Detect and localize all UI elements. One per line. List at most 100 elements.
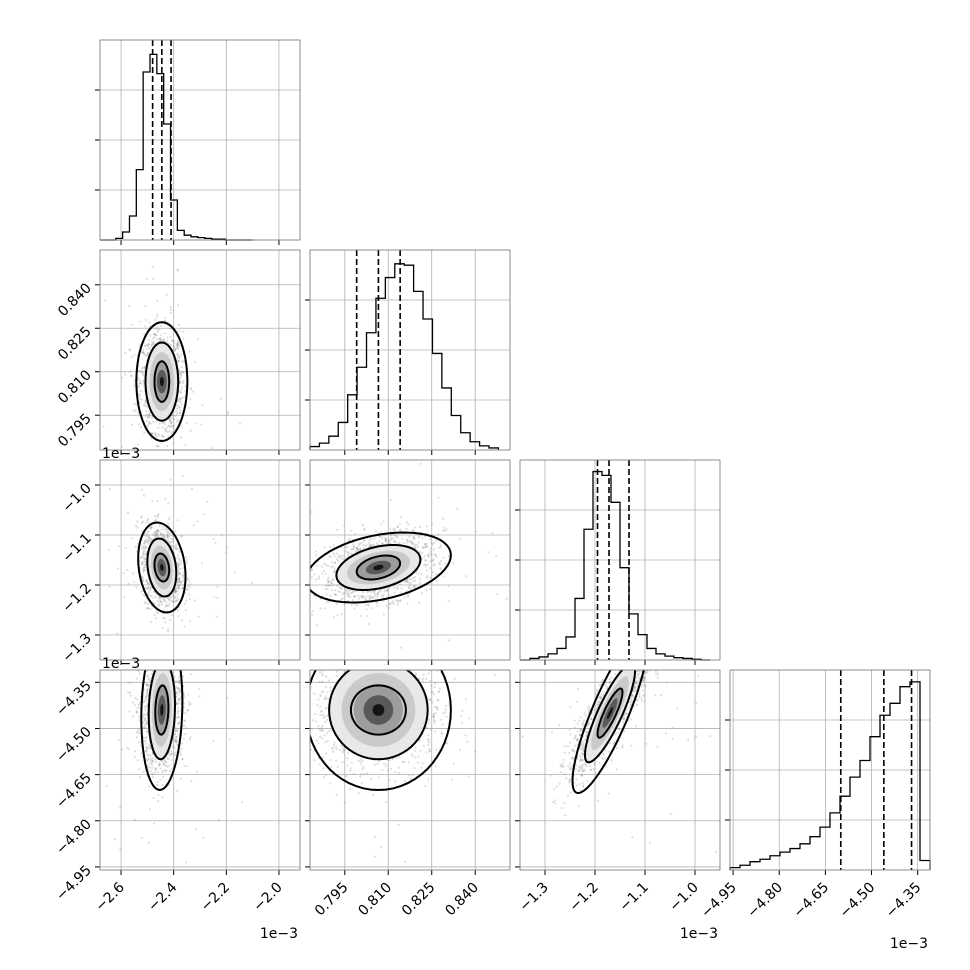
- scatter-point: [155, 638, 157, 640]
- scatter-point: [340, 598, 343, 601]
- scatter-point: [145, 580, 148, 583]
- scatter-point: [177, 584, 180, 587]
- panel-3-2: [515, 670, 720, 875]
- scatter-point: [177, 584, 181, 588]
- scatter-point: [147, 746, 150, 749]
- scatter-point: [166, 540, 169, 543]
- scatter-point: [149, 655, 151, 657]
- scatter-point: [151, 420, 155, 423]
- scatter-point: [165, 624, 167, 626]
- scatter-point: [166, 535, 169, 539]
- scatter-point: [355, 546, 358, 550]
- scatter-point: [159, 641, 161, 643]
- scatter-point: [353, 595, 356, 598]
- scatter-point: [171, 545, 175, 548]
- scatter-point: [372, 596, 376, 599]
- scatter-point: [178, 380, 181, 383]
- scatter-point: [166, 596, 169, 599]
- scatter-point: [180, 535, 183, 538]
- scatter-point: [389, 527, 392, 530]
- scatter-point: [365, 543, 368, 546]
- scatter-point: [174, 591, 177, 594]
- scatter-point: [176, 418, 179, 421]
- scatter-point: [311, 568, 314, 571]
- scatter-point: [192, 524, 195, 527]
- scatter-point: [153, 590, 156, 594]
- scatter-point: [176, 404, 180, 407]
- scatter-point: [140, 398, 144, 401]
- scatter-point: [302, 602, 304, 604]
- scatter-point: [178, 406, 181, 409]
- scatter-point: [139, 393, 142, 396]
- scatter-point: [193, 684, 195, 686]
- scatter-point: [180, 365, 183, 369]
- scatter-point: [292, 622, 294, 624]
- scatter-point: [175, 543, 178, 546]
- scatter-point: [176, 353, 179, 356]
- contour-line: [310, 531, 452, 604]
- scatter-point: [182, 371, 185, 374]
- scatter-point: [146, 585, 150, 589]
- scatter-point: [153, 333, 157, 336]
- scatter-point: [184, 443, 187, 446]
- scatter-point: [144, 399, 147, 403]
- scatter-point: [128, 348, 131, 351]
- scatter-point: [160, 603, 164, 606]
- scatter-point: [181, 382, 185, 385]
- scatter-point: [324, 572, 327, 576]
- scatter-point: [154, 616, 157, 620]
- scatter-point: [320, 572, 324, 575]
- scatter-point: [443, 526, 446, 530]
- scatter-point: [146, 670, 149, 673]
- scatter-point: [139, 556, 143, 559]
- scatter-point: [153, 336, 156, 339]
- scatter-point: [376, 604, 379, 607]
- scatter-point: [351, 598, 354, 602]
- scatter-point: [165, 764, 168, 767]
- scatter-point: [139, 516, 143, 519]
- scatter-point: [188, 406, 191, 410]
- scatter-point: [334, 593, 338, 596]
- scatter-point: [143, 556, 146, 560]
- scatter-point: [431, 543, 434, 546]
- scatter-point: [168, 418, 171, 421]
- scatter-point: [182, 579, 185, 582]
- scatter-point: [166, 630, 170, 633]
- scatter-point: [146, 766, 150, 769]
- scatter-point: [339, 587, 342, 590]
- scatter-point: [182, 724, 186, 727]
- scatter-point: [347, 537, 351, 541]
- scatter-point: [184, 726, 188, 730]
- scatter-point: [140, 350, 143, 353]
- scatter-point: [162, 435, 165, 438]
- scatter-point: [153, 326, 156, 329]
- scatter-point: [154, 758, 157, 761]
- scatter-point: [144, 553, 147, 557]
- scatter-point: [180, 534, 183, 538]
- scatter-point: [328, 555, 331, 558]
- scatter-point: [400, 587, 403, 590]
- scatter-point: [227, 410, 230, 414]
- scatter-point: [130, 374, 133, 377]
- contour-line: [144, 341, 180, 422]
- scatter-point: [143, 325, 147, 328]
- scatter-point: [144, 713, 147, 716]
- scatter-point: [202, 512, 205, 516]
- scatter-point: [174, 726, 177, 729]
- scatter-point: [373, 543, 376, 546]
- scatter-point: [432, 571, 435, 574]
- scatter-point: [157, 597, 161, 600]
- histogram-step: [729, 681, 931, 870]
- scatter-point: [171, 425, 174, 428]
- scatter-point: [146, 344, 149, 347]
- scatter-point: [431, 523, 434, 526]
- scatter-point: [190, 487, 194, 491]
- scatter-point: [185, 562, 188, 565]
- scatter-point: [339, 554, 342, 557]
- scatter-point: [147, 674, 150, 677]
- scatter-point: [144, 718, 147, 722]
- scatter-point: [366, 603, 369, 606]
- scatter-point: [364, 598, 367, 601]
- scatter-point: [185, 421, 189, 425]
- scatter-point: [175, 648, 177, 650]
